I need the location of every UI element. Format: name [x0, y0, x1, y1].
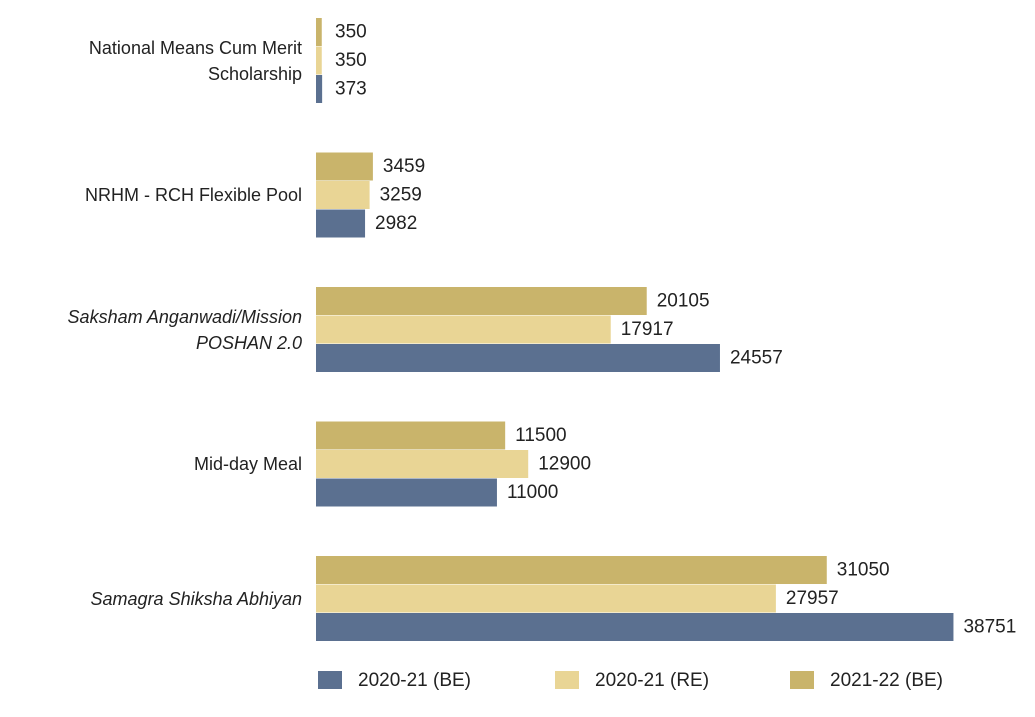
bar [316, 209, 366, 238]
value-label: 2982 [375, 213, 417, 234]
value-label: 27957 [786, 588, 839, 609]
bar [316, 152, 373, 181]
value-label: 12900 [538, 453, 591, 474]
legend-label: 2021-22 (BE) [830, 670, 943, 691]
bar [316, 315, 611, 344]
legend-swatch [555, 671, 579, 689]
value-label: 11000 [507, 482, 558, 503]
legend-label: 2020-21 (BE) [358, 670, 471, 691]
category-label: National Means Cum Merit Scholarship [88, 37, 302, 84]
value-label: 3459 [383, 156, 425, 177]
legend-label: 2020-21 (RE) [595, 670, 709, 691]
bar [316, 478, 497, 507]
value-label: 31050 [837, 559, 890, 580]
bar [316, 450, 529, 478]
legend-swatch [318, 671, 342, 689]
bar [316, 75, 323, 103]
category-label: Samagra Shiksha Abhiyan [90, 588, 302, 609]
bar [316, 18, 322, 46]
bar [316, 46, 322, 75]
value-label: 350 [335, 50, 367, 71]
bar [316, 556, 827, 584]
value-label: 24557 [730, 347, 783, 368]
bar [316, 181, 370, 209]
legend-swatch [790, 671, 814, 689]
bar [316, 421, 506, 450]
bar [316, 584, 776, 613]
value-label: 373 [335, 78, 367, 99]
value-label: 350 [335, 21, 367, 42]
value-label: 20105 [657, 290, 710, 311]
value-label: 11500 [515, 425, 566, 446]
category-label: Saksham Anganwadi/Mission POSHAN 2.0 [67, 306, 302, 353]
category-label: Mid-day Meal [193, 454, 302, 475]
bar [316, 613, 954, 641]
bar [316, 287, 647, 315]
value-label: 3259 [380, 184, 422, 205]
value-label: 38751 [963, 616, 1016, 637]
category-label: NRHM - RCH Flexible Pool [84, 185, 302, 206]
value-label: 17917 [621, 319, 674, 340]
bar [316, 344, 720, 372]
